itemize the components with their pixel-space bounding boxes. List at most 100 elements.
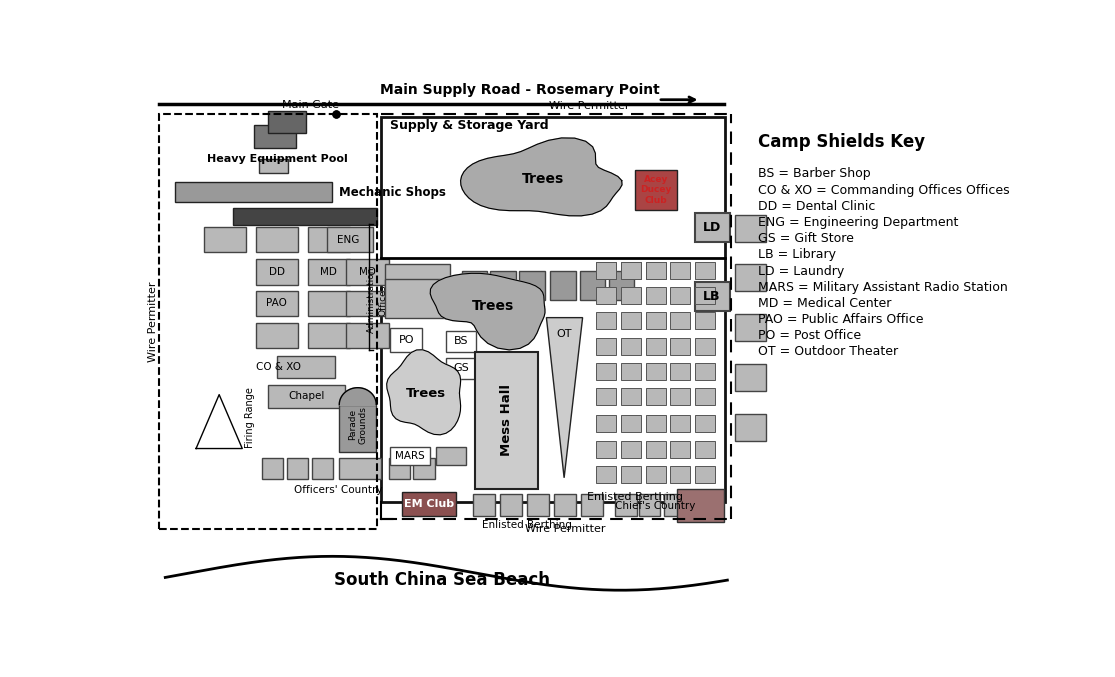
Text: Acey
Ducey
Club: Acey Ducey Club (640, 175, 671, 204)
Text: Mess Hall: Mess Hall (500, 384, 513, 456)
Bar (597, 262, 617, 279)
Polygon shape (387, 350, 460, 435)
Bar (256, 259, 299, 284)
Bar (665, 494, 686, 515)
Bar (670, 441, 690, 458)
Bar (581, 494, 602, 515)
Bar (621, 262, 641, 279)
Text: MD: MD (320, 267, 337, 277)
Text: Wire Permitter: Wire Permitter (549, 102, 629, 111)
Bar (256, 290, 299, 316)
Bar (695, 414, 715, 432)
Polygon shape (430, 274, 545, 350)
Bar (695, 466, 715, 483)
Bar (347, 290, 388, 316)
Text: Wire Permitter: Wire Permitter (148, 281, 158, 362)
Text: CO & XO: CO & XO (256, 362, 301, 372)
Bar (347, 259, 388, 284)
Bar (621, 441, 641, 458)
Text: LD = Laundry: LD = Laundry (758, 265, 844, 278)
Bar (670, 466, 690, 483)
Bar (339, 458, 381, 479)
Bar (695, 389, 715, 406)
Bar (347, 323, 388, 349)
Text: Trees: Trees (472, 299, 514, 313)
Bar (414, 458, 435, 479)
Bar (381, 117, 725, 502)
Bar (646, 312, 666, 329)
Bar (308, 227, 350, 252)
Bar (259, 159, 289, 173)
Text: Main Supply Road - Rosemary Point: Main Supply Road - Rosemary Point (379, 83, 659, 97)
Text: Trees: Trees (406, 387, 446, 399)
Text: EM Club: EM Club (405, 499, 455, 509)
Bar (385, 279, 446, 318)
Text: GS = Gift Store: GS = Gift Store (758, 232, 854, 245)
Bar (646, 441, 666, 458)
Text: PO = Post Office: PO = Post Office (758, 329, 861, 342)
Bar (621, 338, 641, 355)
Text: Enlisted Berthing: Enlisted Berthing (586, 492, 683, 502)
Text: DD: DD (269, 267, 285, 277)
Bar (390, 447, 430, 466)
Text: PAO: PAO (266, 299, 288, 309)
Bar (677, 489, 724, 522)
Bar (621, 363, 641, 380)
Bar (646, 389, 666, 406)
Bar (327, 227, 374, 252)
Bar (695, 262, 715, 279)
Bar (735, 414, 766, 441)
Text: LB = Library: LB = Library (758, 248, 836, 261)
Text: Wire Permitter: Wire Permitter (525, 524, 605, 534)
Text: Enlisted Berthing: Enlisted Berthing (482, 520, 572, 530)
Bar (175, 182, 332, 202)
Bar (646, 466, 666, 483)
Bar (446, 331, 476, 352)
Bar (646, 262, 666, 279)
Bar (695, 282, 729, 311)
Bar (268, 111, 307, 133)
Bar (262, 458, 283, 479)
Bar (597, 262, 617, 279)
Bar (670, 363, 690, 380)
Text: MD: MD (359, 267, 376, 277)
Polygon shape (196, 395, 242, 449)
Bar (520, 271, 545, 300)
Bar (254, 125, 297, 148)
Text: Parade
Grounds: Parade Grounds (348, 406, 368, 443)
Text: Chapel: Chapel (288, 391, 324, 401)
Bar (597, 466, 617, 483)
Bar (580, 271, 605, 300)
Bar (621, 389, 641, 406)
Bar (621, 262, 641, 279)
Text: Firing Range: Firing Range (244, 387, 254, 448)
Bar (388, 458, 410, 479)
Bar (491, 271, 515, 300)
Bar (646, 363, 666, 380)
Bar (695, 312, 715, 329)
Text: South China Sea Beach: South China Sea Beach (334, 571, 551, 589)
Bar (597, 312, 617, 329)
Text: BS = Barber Shop: BS = Barber Shop (758, 167, 871, 181)
Bar (646, 287, 666, 304)
Polygon shape (546, 318, 583, 478)
Bar (639, 494, 660, 515)
Bar (436, 447, 466, 466)
Text: ENG: ENG (337, 235, 359, 245)
Bar (646, 338, 666, 355)
Text: ENG = Engineering Department: ENG = Engineering Department (758, 216, 959, 229)
Bar (621, 414, 641, 432)
Text: Main Gate: Main Gate (281, 100, 339, 110)
Text: MARS: MARS (395, 452, 425, 461)
Bar (308, 259, 350, 284)
Bar (597, 363, 617, 380)
Bar (695, 213, 729, 242)
Bar (308, 290, 350, 316)
Text: PAO = Public Affairs Office: PAO = Public Affairs Office (758, 313, 923, 326)
Bar (735, 264, 766, 290)
Bar (621, 466, 641, 483)
Bar (670, 312, 690, 329)
Bar (695, 441, 715, 458)
Text: Officers' Country: Officers' Country (294, 485, 382, 495)
Text: GS: GS (453, 364, 468, 374)
